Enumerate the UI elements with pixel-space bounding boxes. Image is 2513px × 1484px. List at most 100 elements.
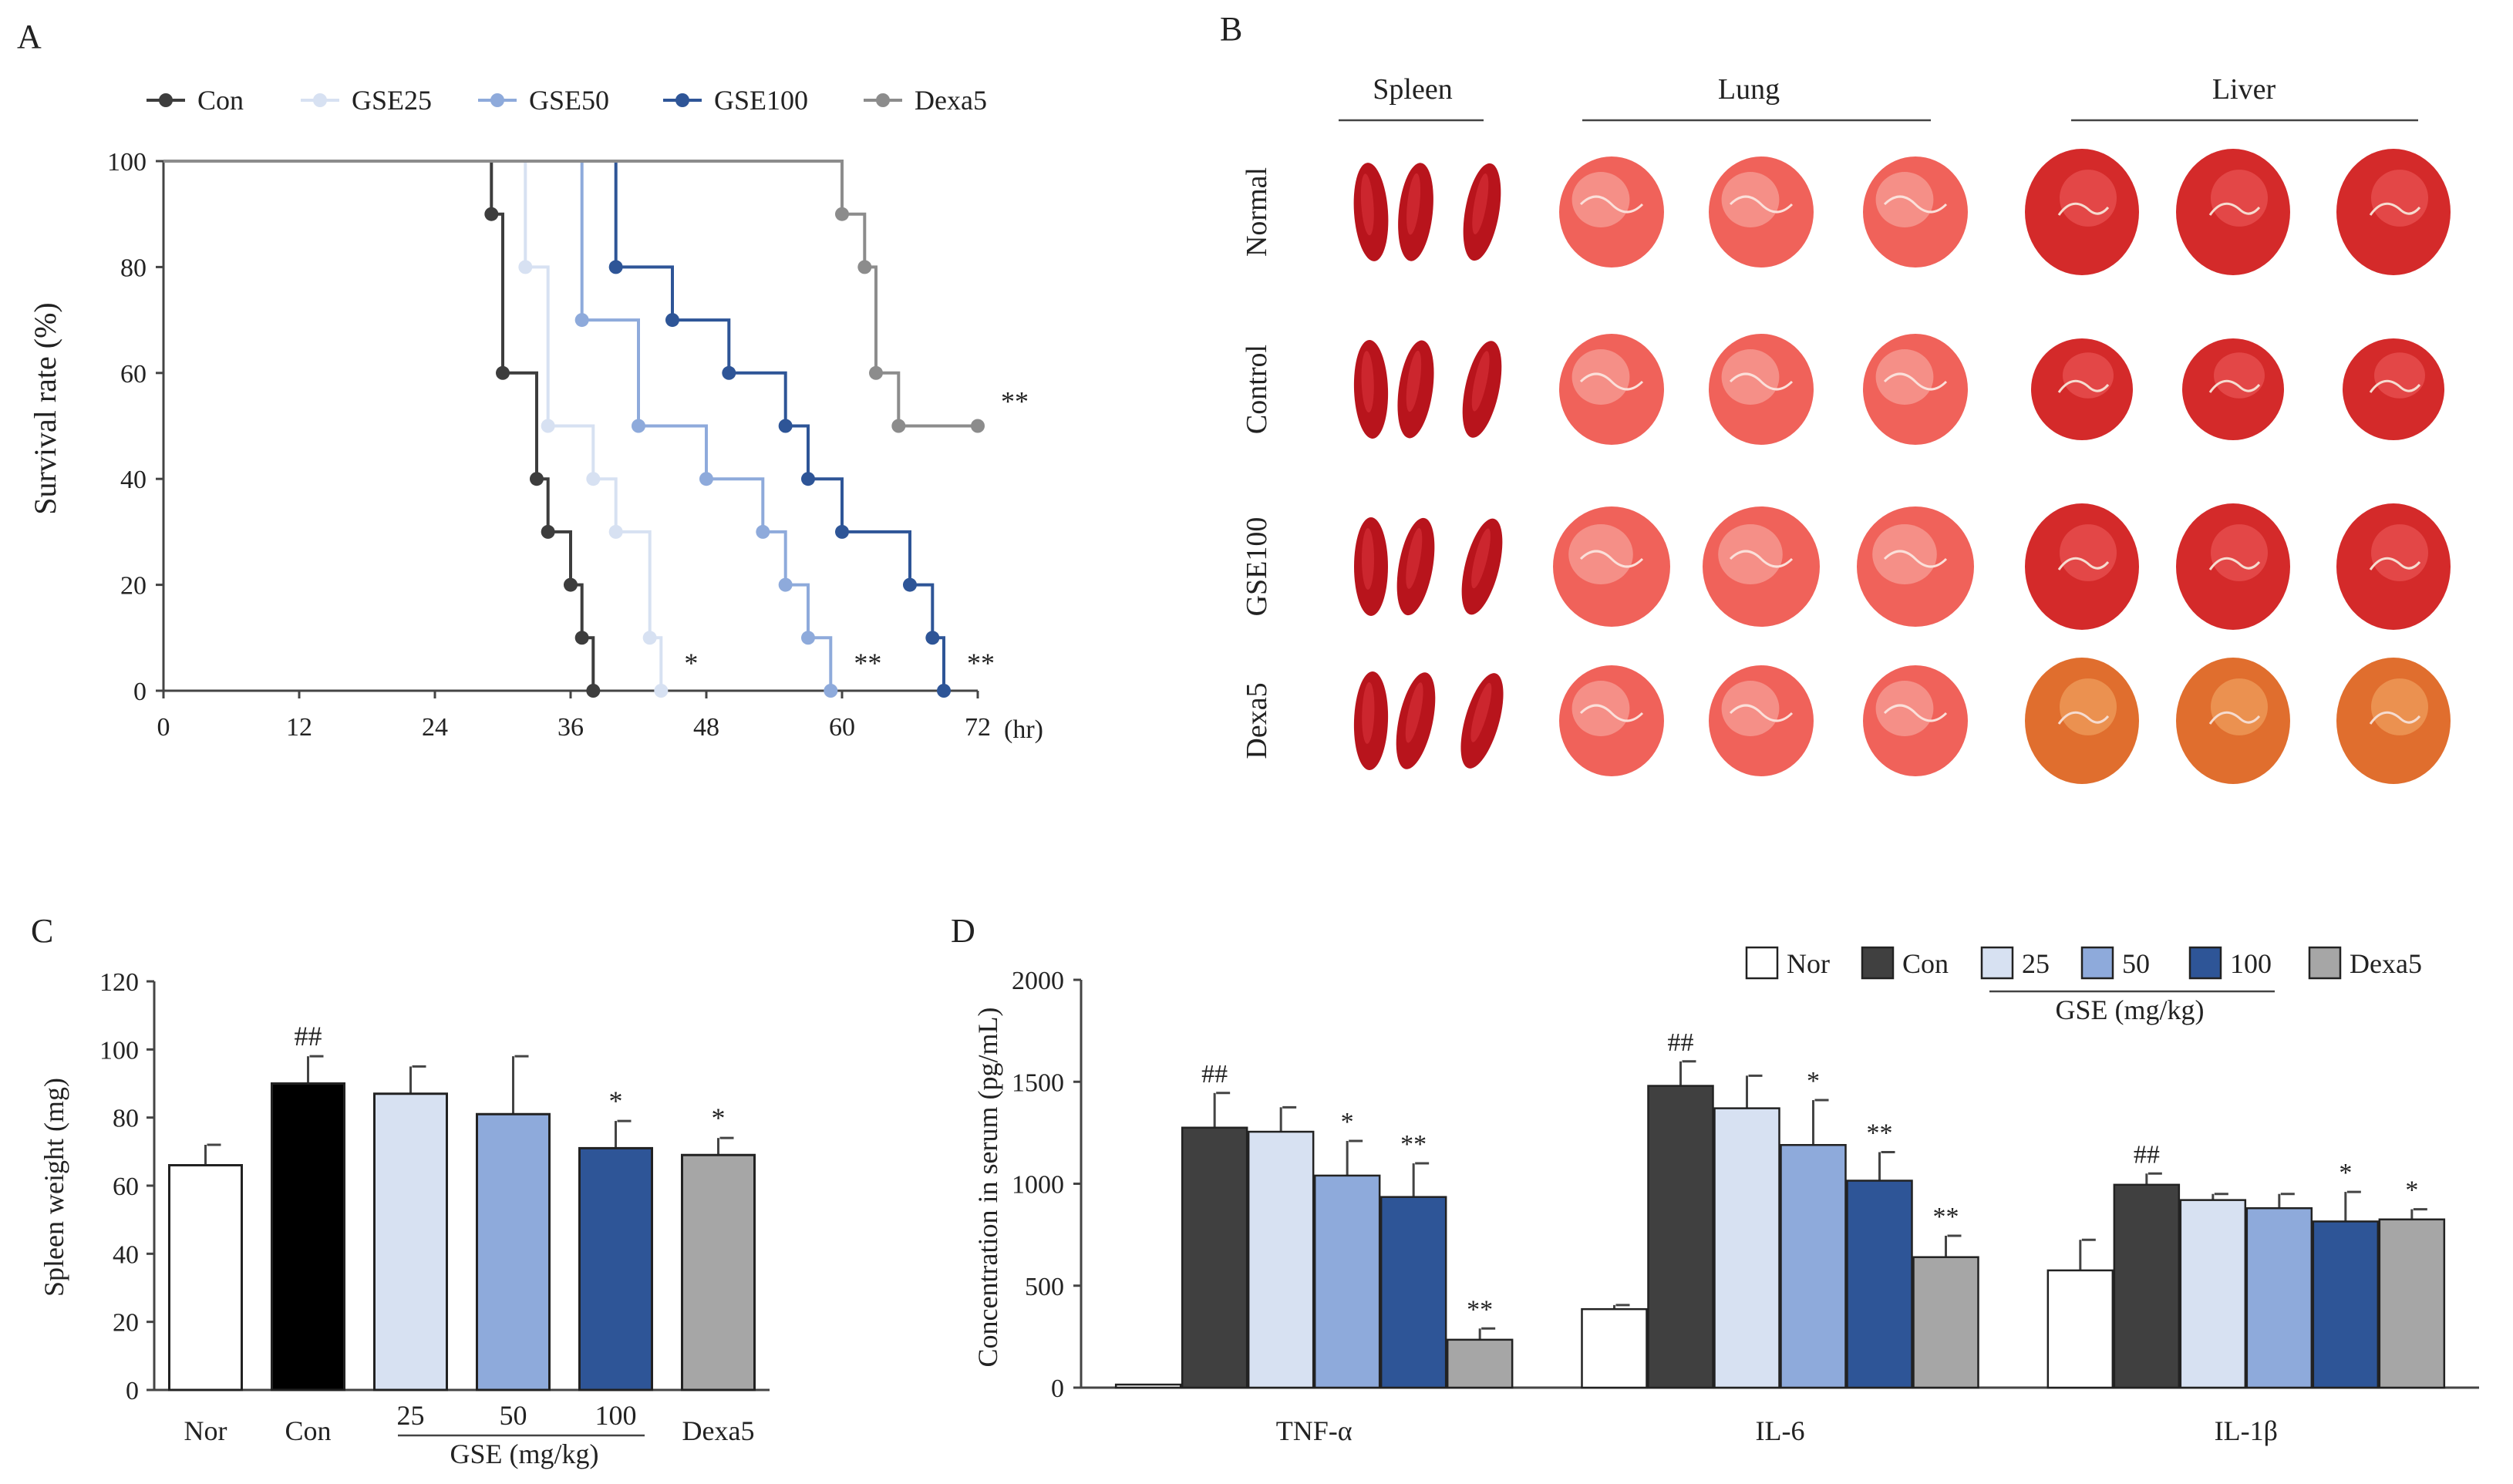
lung-highlight — [1718, 524, 1783, 584]
cytokine-y-axis-label: Concentration in serum (pg/mL) — [972, 1008, 1003, 1368]
survival-significance: ** — [967, 648, 995, 678]
spleen-highlight — [1470, 682, 1492, 742]
legend-swatch — [1980, 946, 2014, 980]
survival-point — [801, 472, 815, 486]
survival-legend-item: GSE50 — [478, 85, 609, 116]
organ-row-label: GSE100 — [1241, 517, 1273, 617]
survival-y-tick-label: 20 — [120, 572, 147, 601]
survival-x-tick-label: 24 — [422, 713, 448, 742]
spleen-highlight — [1471, 528, 1491, 589]
legend-swatch — [2188, 946, 2222, 980]
organ-row-label: Dexa5 — [1241, 682, 1273, 759]
cytokine-group: ## * * IL-1β — [2046, 1140, 2446, 1446]
legend-marker — [876, 93, 890, 107]
cytokine-legend-item: 50 — [2080, 946, 2150, 980]
cytokine-y-tick-label: 500 — [1025, 1273, 1064, 1301]
spleen-category-label: Con — [285, 1415, 331, 1446]
cytokine-legend-item: Nor — [1745, 946, 1830, 980]
survival-point — [778, 419, 793, 433]
cytokine-category-label: TNF-α — [1276, 1415, 1353, 1446]
legend-marker — [313, 93, 327, 107]
survival-point — [530, 472, 544, 486]
liver-texture — [2369, 202, 2421, 216]
survival-series-gse25: * — [163, 160, 698, 698]
survival-point — [835, 524, 849, 539]
cytokine-group: ##*****TNF-α — [1114, 1060, 1514, 1446]
spleen-significance: ## — [295, 1021, 322, 1052]
liver-texture — [2369, 557, 2421, 570]
spleen-bar — [271, 1082, 345, 1391]
lung-texture — [1729, 195, 1794, 214]
liver-highlight — [2060, 524, 2117, 581]
survival-y-tick-label: 60 — [120, 360, 147, 389]
survival-point — [586, 684, 601, 698]
survival-point — [574, 313, 589, 328]
spleen-bar — [476, 1112, 551, 1391]
survival-series: * ** **** — [163, 160, 1029, 698]
cytokine-legend-item: 100 — [2188, 946, 2272, 980]
liver-highlight — [2371, 678, 2428, 735]
cytokine-legend: Nor Con 25 50 100 Dexa5 — [1745, 946, 2422, 980]
panel-label-b: B — [1220, 10, 1242, 48]
legend-label: Con — [197, 85, 244, 116]
liver-texture — [2208, 557, 2261, 570]
cytokine-significance: ** — [1867, 1119, 1893, 1148]
cytokine-significance: ## — [1668, 1028, 1694, 1057]
cytokine-bar — [2245, 1206, 2313, 1389]
survival-point — [484, 207, 499, 221]
spleen-significance: * — [609, 1085, 623, 1116]
liver-texture — [2057, 379, 2110, 393]
survival-series-dexa5: ** — [163, 160, 1029, 433]
survival-legend-item: GSE25 — [301, 85, 432, 116]
spleen-bars: Nor ## Con 25 50 * 100 * Dexa5 — [168, 1021, 756, 1446]
legend-label: Nor — [1787, 948, 1830, 979]
organ-row-label: Normal — [1241, 167, 1273, 257]
survival-y-tick-label: 100 — [107, 148, 147, 177]
spleen-bar-group: ## Con — [271, 1021, 345, 1446]
survival-series-con — [163, 160, 601, 698]
cytokine-significance: * — [2339, 1159, 2352, 1187]
spleen-highlight — [1361, 351, 1374, 413]
cytokine-significance: * — [1341, 1108, 1354, 1136]
survival-point — [496, 365, 510, 380]
survival-point — [541, 524, 555, 539]
spleen-y-tick-label: 100 — [99, 1036, 139, 1065]
survival-point — [824, 684, 838, 698]
spleen-bar — [373, 1092, 448, 1391]
cytokine-bar — [1780, 1143, 1847, 1389]
cytokine-significance: * — [1807, 1067, 1820, 1095]
spleen-y-tick-label: 120 — [99, 968, 139, 997]
spleen-bar — [578, 1146, 653, 1391]
spleen-bar-group: Nor — [168, 1143, 243, 1446]
survival-point — [574, 631, 589, 645]
spleen-y-axis-label: Spleen weight (mg) — [39, 1078, 69, 1297]
panel-label-a: A — [17, 18, 42, 56]
cytokine-legend-item: Dexa5 — [2308, 946, 2422, 980]
survival-line — [163, 160, 595, 691]
survival-point — [642, 631, 657, 645]
cytokine-significance: ** — [1400, 1130, 1427, 1159]
organ-row-label: Control — [1241, 345, 1273, 434]
organ-column-header: Lung — [1718, 73, 1780, 106]
organ-column-headers: Spleen Lung Liver — [1339, 73, 2418, 122]
spleen-highlight — [1362, 681, 1375, 744]
survival-point — [835, 207, 849, 221]
liver-highlight — [2371, 524, 2428, 581]
spleen-y-tick-label: 20 — [113, 1309, 139, 1338]
spleen-highlight — [1405, 682, 1423, 743]
survival-point — [699, 472, 713, 486]
lung-texture — [1729, 550, 1794, 568]
survival-line — [163, 160, 945, 691]
cytokine-bar — [1647, 1085, 1714, 1389]
survival-point — [869, 365, 883, 380]
spleen-category-label: 50 — [500, 1400, 527, 1431]
legend-label: 50 — [2122, 948, 2150, 979]
spleen-highlight — [1406, 528, 1423, 589]
lung-highlight — [1721, 681, 1780, 736]
cytokine-bar — [1379, 1196, 1447, 1389]
lung-highlight — [1875, 172, 1934, 227]
survival-point — [971, 419, 985, 433]
spleen-highlight — [1360, 173, 1374, 236]
lung-texture — [1883, 550, 1948, 568]
liver-highlight — [2211, 170, 2268, 227]
